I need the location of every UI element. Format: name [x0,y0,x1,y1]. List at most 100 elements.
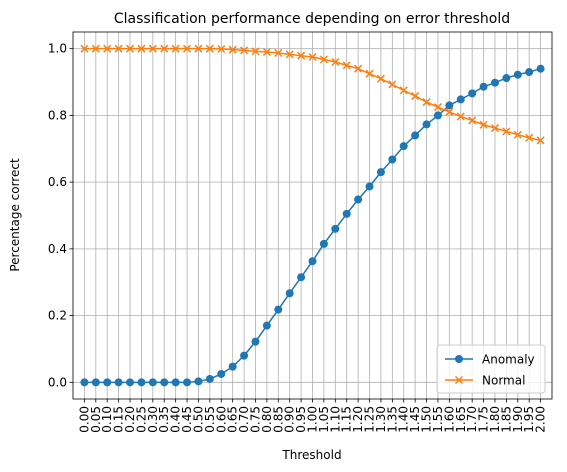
marker [479,120,488,129]
marker [160,44,169,53]
marker [388,80,397,89]
marker [262,321,271,330]
marker [433,103,442,112]
x-tick-label: 1.40 [397,406,411,433]
marker [251,337,260,346]
marker [297,273,306,282]
x-tick-label: 1.15 [340,406,354,433]
marker [536,136,545,145]
x-tick-label: 1.20 [351,406,365,433]
marker [319,239,328,248]
marker [433,111,442,120]
marker [365,182,374,191]
marker [217,44,226,54]
x-tick-label: 0.50 [191,406,205,433]
marker [183,44,192,53]
marker [240,351,249,360]
marker [205,374,214,383]
marker [80,44,89,53]
marker [194,44,203,53]
marker [262,47,271,57]
x-tick-label: 1.35 [385,406,399,433]
x-tick-label: 1.10 [328,406,342,433]
y-tick-label: 0.0 [48,375,67,389]
legend-label: Normal [482,374,525,388]
marker [399,86,408,95]
marker [525,68,534,77]
marker [479,82,488,91]
marker [285,50,294,59]
marker [114,378,123,387]
marker [137,44,146,53]
marker [354,195,363,204]
x-tick-label: 0.05 [89,406,103,433]
x-tick-label: 0.20 [123,406,137,433]
marker [502,127,511,136]
marker [308,257,317,266]
x-tick-label: 1.95 [522,406,536,433]
x-tick-label: 1.30 [374,406,388,433]
marker [285,289,294,298]
marker [411,131,420,140]
marker [308,52,317,62]
marker [228,45,237,54]
legend-marker [455,355,463,363]
x-tick-label: 0.90 [283,406,297,433]
marker [342,61,351,70]
marker [126,378,135,387]
marker [388,155,397,164]
marker [456,95,465,104]
x-tick-label: 0.40 [169,406,183,433]
marker [365,69,374,78]
x-tick-label: 0.15 [112,406,126,433]
marker [536,64,545,73]
x-axis-label: Threshold [281,448,341,462]
marker [228,362,237,371]
x-tick-label: 1.25 [363,406,377,433]
x-tick-label: 1.00 [306,406,320,433]
marker [80,378,89,387]
marker [422,120,431,129]
marker [331,224,340,233]
x-tick-label: 0.45 [180,406,194,433]
marker [148,378,157,387]
x-tick-label: 1.75 [477,406,491,433]
x-tick-label: 1.65 [454,406,468,433]
x-tick-label: 0.80 [260,406,274,433]
chart-title: Classification performance depending on … [114,11,510,27]
plot-frame [72,31,553,400]
marker [513,130,522,139]
marker [91,44,100,53]
marker [354,64,363,73]
x-tick-label: 0.75 [248,406,262,433]
y-axis-label: Percentage correct [8,158,22,272]
x-tick-label: 1.80 [488,406,502,433]
x-tick-label: 1.45 [408,406,422,433]
legend-label: Anomaly [482,353,535,367]
x-tick-label: 0.55 [203,406,217,433]
marker [251,47,260,56]
marker [171,378,180,387]
marker [525,133,534,142]
marker [331,57,340,67]
x-tick-label: 1.90 [511,406,525,433]
marker [137,378,146,387]
marker [342,209,351,218]
marker [422,98,431,107]
marker [160,378,169,387]
marker [445,101,454,110]
x-tick-label: 2.00 [534,406,548,433]
x-tick-label: 1.85 [499,406,513,433]
marker [125,44,135,53]
marker [468,116,477,125]
y-tick-label: 1.0 [48,42,67,56]
marker [513,70,522,79]
marker [183,378,192,387]
y-tick-label: 0.8 [48,108,67,122]
marker [490,124,500,133]
marker [274,305,283,314]
y-tick-label: 0.6 [48,175,67,189]
x-tick-label: 0.85 [271,406,285,433]
x-tick-label: 0.10 [100,406,114,433]
